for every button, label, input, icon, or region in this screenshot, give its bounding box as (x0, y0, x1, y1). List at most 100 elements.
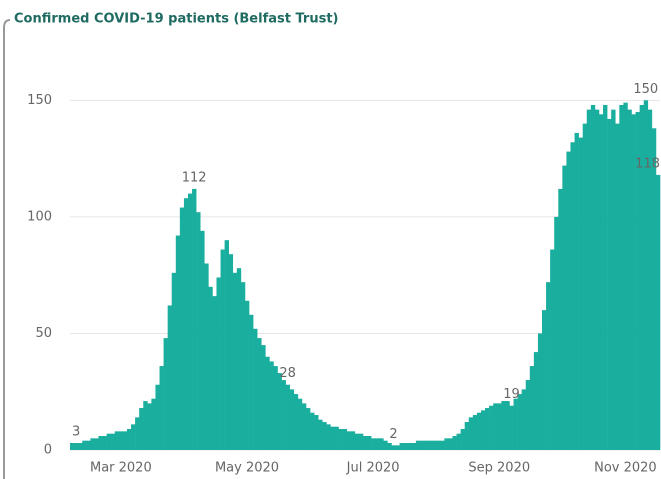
bar (102, 436, 107, 450)
data-label: 3 (72, 425, 80, 440)
bar (598, 114, 604, 451)
bar (143, 401, 148, 450)
bar (603, 104, 608, 450)
bar (131, 424, 136, 450)
x-tick-label: Mar 2020 (90, 461, 152, 476)
bar (135, 417, 140, 450)
bar (200, 230, 205, 450)
bar (220, 249, 225, 450)
bar (358, 433, 364, 450)
bar (493, 403, 498, 450)
bar (139, 408, 144, 450)
bar (106, 433, 111, 450)
bar (232, 272, 238, 450)
bar (78, 443, 83, 450)
bar (468, 417, 474, 450)
bar (509, 405, 514, 450)
bar (306, 408, 311, 450)
bar (537, 333, 543, 450)
bar (379, 438, 384, 450)
bar (249, 314, 254, 450)
bar (383, 440, 388, 450)
bar (163, 338, 168, 450)
bar (497, 403, 502, 450)
bar (590, 104, 596, 450)
x-tick-label: May 2020 (215, 461, 279, 476)
bar (639, 104, 645, 450)
bar (635, 111, 640, 450)
bar (607, 118, 612, 451)
bar (440, 440, 445, 450)
bar (407, 443, 413, 450)
bar (90, 438, 95, 450)
bar (460, 429, 465, 450)
bar (330, 426, 335, 450)
bar (338, 429, 343, 450)
bar (375, 438, 380, 450)
bar (432, 440, 437, 450)
bar (334, 426, 339, 450)
bar (399, 443, 404, 450)
bar (485, 408, 490, 450)
bar (533, 352, 539, 450)
x-tick-label: Sep 2020 (468, 461, 530, 476)
bar (550, 249, 555, 450)
bar (171, 272, 177, 450)
bar (285, 384, 291, 450)
bar (403, 443, 409, 450)
data-label: 150 (633, 82, 658, 97)
y-tick-label: 150 (27, 93, 52, 108)
bar (574, 132, 579, 450)
bar (655, 174, 661, 450)
bar (558, 188, 563, 450)
bar (448, 438, 453, 450)
bar (513, 398, 518, 450)
bar (98, 436, 103, 450)
bar (464, 422, 470, 450)
frame-edge (3, 19, 11, 479)
bar (179, 207, 185, 450)
bar (391, 445, 396, 450)
bar (354, 433, 360, 450)
y-tick-label: 50 (35, 326, 52, 341)
bar (647, 109, 653, 450)
bar (74, 443, 79, 450)
bar (82, 440, 87, 450)
x-tick-label: Jul 2020 (346, 461, 400, 476)
bar (566, 151, 571, 450)
data-label: 2 (389, 427, 397, 442)
bar (594, 109, 600, 450)
bar (631, 114, 636, 451)
bar (212, 296, 217, 450)
data-label: 112 (182, 170, 207, 185)
bar (208, 286, 213, 450)
bar (480, 410, 486, 450)
bar (615, 123, 620, 450)
bar (542, 310, 547, 450)
bar (362, 436, 368, 450)
bar (395, 445, 400, 450)
bar (419, 440, 425, 450)
bar (126, 429, 132, 450)
bar (147, 403, 152, 450)
bar (293, 394, 299, 450)
bar (151, 398, 156, 450)
bar (570, 142, 575, 450)
data-label: 19 (503, 387, 520, 402)
bar (297, 398, 303, 450)
data-label: 118 (635, 156, 660, 171)
bar (501, 401, 506, 450)
bar (289, 389, 295, 450)
bar (623, 102, 628, 451)
bar (114, 431, 120, 450)
bar (301, 403, 307, 450)
bar (310, 412, 315, 450)
bar (326, 424, 331, 450)
y-tick-label: 100 (27, 209, 52, 224)
bar (122, 431, 128, 450)
bar (525, 380, 531, 450)
bar (428, 440, 433, 450)
bar (586, 109, 592, 450)
bar (578, 137, 583, 451)
